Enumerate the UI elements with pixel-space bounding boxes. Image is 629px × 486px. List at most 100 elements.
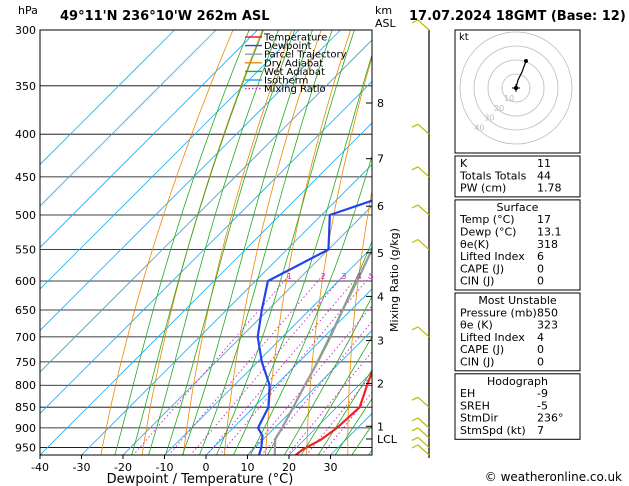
surface-row-value: 0 bbox=[537, 275, 544, 288]
mixing-ratio-line bbox=[219, 274, 372, 455]
most-unstable-row-value: 4 bbox=[537, 331, 544, 344]
wind-barb bbox=[411, 427, 430, 439]
wind-barb-staff bbox=[417, 239, 430, 250]
pressure-axis: 300 350 400 450 500 550 600 650 700 750 800 850 900 9… bbox=[15, 24, 36, 454]
most-unstable-row-label: Pressure (mb) bbox=[460, 306, 537, 319]
wind-barb-staff bbox=[417, 19, 430, 31]
hodograph-table-row-value: -9 bbox=[537, 387, 548, 400]
wet-adiabat-line bbox=[181, 30, 313, 455]
background-lines bbox=[40, 30, 372, 455]
wind-barb-feather bbox=[411, 396, 419, 401]
hodograph-endpoint bbox=[524, 59, 528, 63]
isotherm-line bbox=[40, 30, 175, 166]
temperature-line bbox=[294, 369, 372, 455]
mixing-ratio-line bbox=[286, 351, 372, 455]
hodograph-table-row-value: -5 bbox=[537, 399, 548, 412]
surface-row-value: 17 bbox=[537, 213, 551, 226]
x-tick-label: -30 bbox=[73, 461, 91, 474]
pressure-tick-label: 900 bbox=[15, 422, 36, 435]
wet-adiabat-line bbox=[148, 30, 279, 455]
wet-adiabat-line bbox=[300, 336, 372, 455]
hodograph-table-row-value: 7 bbox=[537, 424, 544, 437]
surface-row-value: 318 bbox=[537, 238, 558, 251]
mixing-ratio-line bbox=[132, 274, 290, 455]
most-unstable-box bbox=[454, 292, 581, 372]
wind-barb-staff bbox=[417, 427, 430, 439]
wet-adiabat-line bbox=[165, 30, 296, 455]
most-unstable-row-value: 850 bbox=[537, 306, 558, 319]
mixing-ratio-line bbox=[168, 274, 324, 455]
x-axis-title: Dewpoint / Temperature (°C) bbox=[107, 472, 294, 486]
isotherm-line bbox=[288, 371, 372, 455]
hodograph-trace bbox=[515, 60, 527, 89]
wind-barb bbox=[411, 166, 430, 178]
wind-barb-feather bbox=[411, 123, 419, 128]
pressure-tick-label: 800 bbox=[15, 379, 36, 392]
mixing-ratio-label: 3 bbox=[341, 272, 346, 281]
most-unstable-row-label: CAPE (J) bbox=[460, 343, 504, 356]
wet-adiabat-line bbox=[114, 30, 250, 455]
wind-barb-feather bbox=[411, 444, 419, 449]
wet-adiabat-line bbox=[198, 30, 333, 455]
wind-barb bbox=[411, 204, 430, 216]
hodograph-table-row-label: EH bbox=[460, 387, 475, 400]
hodograph-ring bbox=[501, 73, 531, 103]
km-tick-label: LCL bbox=[377, 433, 398, 446]
location-label: 49°11'N 236°10'W 262m ASL bbox=[60, 9, 270, 24]
dry-adiabat-line bbox=[347, 188, 372, 455]
km-tick-label: 8 bbox=[377, 97, 384, 110]
indices-top-box bbox=[454, 155, 581, 198]
km-tick-label: 7 bbox=[377, 153, 384, 166]
hodograph-frame bbox=[454, 29, 581, 154]
mixing-ratio-line bbox=[190, 274, 345, 455]
temperature-axis: -40 -30 -20 -10 0 10 20 30 bbox=[31, 455, 338, 474]
mixing-ratio-label: 2 bbox=[321, 272, 326, 281]
wind-barb bbox=[411, 396, 430, 408]
x-tick-label: 10 bbox=[241, 461, 255, 474]
pressure-tick-label: 500 bbox=[15, 209, 36, 222]
surface-row-label: CAPE (J) bbox=[460, 262, 504, 275]
wet-adiabat-line bbox=[283, 295, 372, 455]
pressure-tick-label: 350 bbox=[15, 80, 36, 93]
pressure-tick-label: 600 bbox=[15, 275, 36, 288]
hodograph-unit-label: kt bbox=[459, 32, 469, 43]
surface-row-label: CIN (J) bbox=[460, 275, 494, 288]
wet-adiabat-line bbox=[216, 30, 355, 455]
km-label: km bbox=[375, 4, 392, 17]
pressure-tick-label: 750 bbox=[15, 356, 36, 369]
hodograph-ring bbox=[487, 59, 545, 117]
km-tick-label: 4 bbox=[377, 290, 384, 303]
hodograph-table-title: Hodograph bbox=[487, 375, 548, 388]
surface-box bbox=[454, 199, 581, 291]
pressure-tick-label: 650 bbox=[15, 304, 36, 317]
pressure-tick-label: 700 bbox=[15, 331, 36, 344]
mixing-ratio-label: 1 bbox=[287, 272, 292, 281]
wet-adiabat-line bbox=[250, 154, 372, 455]
indices-top-row-value: 1.78 bbox=[537, 182, 562, 195]
dry-adiabat-line bbox=[265, 30, 351, 455]
pressure-tick-label: 850 bbox=[15, 401, 36, 414]
wind-barb bbox=[411, 436, 430, 448]
indices-top-row-value: 11 bbox=[537, 157, 551, 170]
isotherm-line bbox=[247, 329, 372, 455]
dewpoint-line bbox=[256, 199, 372, 455]
surface-row-label: Temp (°C) bbox=[459, 213, 515, 226]
km-tick-label: 1 bbox=[377, 420, 384, 433]
most-unstable-row-value: 0 bbox=[537, 343, 544, 356]
surface-row-value: 0 bbox=[537, 262, 544, 275]
mixing-ratio-line bbox=[206, 274, 360, 455]
wind-barb-staff bbox=[417, 417, 430, 429]
copyright-text: © weatheronline.co.uk bbox=[485, 470, 622, 484]
wind-barb-staff bbox=[417, 396, 430, 408]
wind-barb-feather bbox=[411, 166, 419, 171]
legend-item-label: Temperature bbox=[263, 33, 327, 44]
series-lines bbox=[256, 199, 372, 455]
surface-title: Surface bbox=[497, 201, 539, 214]
wind-barb bbox=[411, 123, 430, 135]
hodograph-ring-label: 20 bbox=[494, 104, 504, 113]
isotherm-line bbox=[40, 30, 258, 249]
most-unstable-row-label: θe (K) bbox=[460, 319, 493, 332]
